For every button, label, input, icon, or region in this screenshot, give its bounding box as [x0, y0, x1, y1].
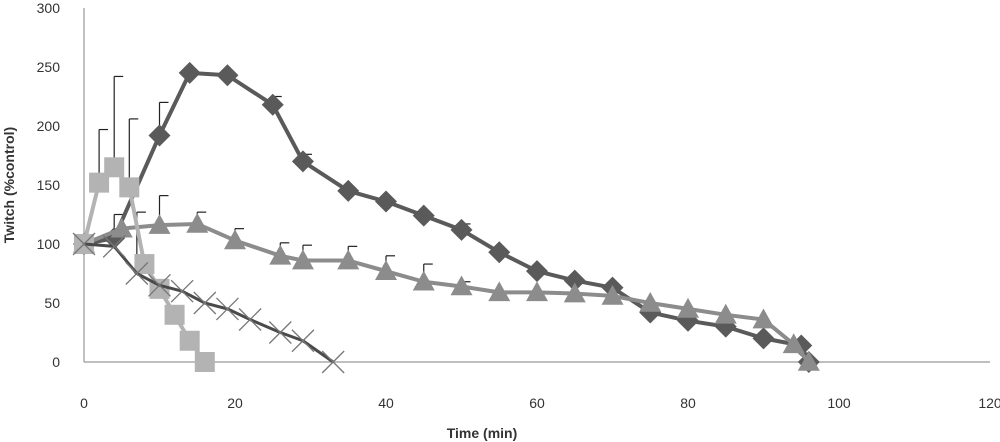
data-point-triangle: [224, 229, 246, 250]
data-point-square: [104, 157, 125, 178]
x-tick-label: 80: [680, 395, 696, 411]
data-point-cross: [238, 308, 262, 331]
series-line: [83, 242, 335, 364]
data-point-cross: [148, 273, 171, 297]
data-point-cross: [193, 291, 217, 315]
data-point-diamond: [450, 218, 473, 241]
data-point-diamond: [488, 241, 511, 264]
data-point-cross: [102, 234, 126, 258]
data-point-triangle: [450, 275, 473, 296]
data-point-diamond: [148, 124, 171, 147]
data-point-cross: [125, 262, 149, 285]
x-tick-label: 40: [378, 395, 394, 411]
data-point-cross: [291, 329, 315, 353]
tick-labels: 0 20 40 60 80 100 120 0 50 100 150 200 250 300: [37, 0, 1000, 411]
data-point-square: [134, 254, 155, 275]
data-point-diamond: [291, 150, 314, 173]
data-point-square: [164, 304, 185, 325]
data-point-diamond: [375, 190, 397, 213]
data-point-cross: [170, 279, 194, 303]
data-point-triangle: [601, 284, 624, 305]
data-point-diamond: [261, 93, 284, 116]
data-point-triangle: [563, 282, 586, 303]
data-point-triangle: [526, 281, 548, 302]
series-square: [74, 157, 215, 372]
data-point-triangle: [291, 249, 314, 270]
x-tick-label: 0: [80, 395, 88, 411]
y-tick-label: 200: [37, 118, 61, 134]
data-point-diamond: [412, 204, 435, 227]
data-point-triangle: [677, 297, 699, 318]
data-point-square: [89, 172, 110, 193]
data-point-diamond: [752, 327, 775, 350]
series-line: [83, 70, 811, 363]
chart-axes: [83, 8, 990, 363]
y-tick-label: 100: [37, 236, 61, 252]
data-point-triangle: [110, 217, 133, 238]
data-point-cross: [321, 350, 345, 374]
data-point-triangle: [375, 260, 397, 280]
data-point-square: [119, 177, 140, 198]
data-point-square: [179, 330, 200, 351]
data-point-triangle: [337, 249, 360, 270]
data-point-square: [194, 352, 215, 372]
y-axis-title: Twitch (%control): [1, 127, 17, 243]
y-tick-label: 0: [52, 354, 60, 370]
x-tick-label: 60: [529, 395, 545, 411]
x-axis-title: Time (min): [447, 425, 518, 441]
data-point-triangle: [752, 308, 775, 329]
series-diamond: [73, 61, 820, 373]
x-tick-label: 100: [827, 395, 851, 411]
y-tick-label: 150: [37, 177, 61, 193]
x-tick-label: 20: [227, 395, 243, 411]
data-point-cross: [72, 232, 96, 256]
data-point-diamond: [526, 260, 548, 283]
data-point-triangle: [797, 351, 820, 371]
series-cross: [72, 232, 345, 374]
data-point-triangle: [269, 244, 292, 265]
data-point-triangle: [639, 292, 662, 312]
data-point-cross: [268, 321, 292, 344]
data-point-diamond: [337, 179, 360, 202]
y-tick-label: 50: [44, 295, 60, 311]
data-point-triangle: [782, 333, 805, 354]
data-point-triangle: [412, 270, 435, 291]
data-point-triangle: [148, 214, 171, 234]
x-tick-label: 120: [978, 395, 1000, 411]
data-point-triangle: [714, 303, 737, 324]
data-point-diamond: [216, 64, 239, 87]
data-point-triangle: [186, 212, 209, 233]
data-point-cross: [215, 297, 239, 321]
data-point-triangle: [488, 281, 511, 302]
y-tick-label: 250: [37, 59, 61, 75]
series-layer: [72, 61, 820, 374]
y-tick-label: 300: [37, 0, 61, 16]
data-point-diamond: [178, 61, 201, 84]
data-point-diamond: [563, 269, 586, 292]
